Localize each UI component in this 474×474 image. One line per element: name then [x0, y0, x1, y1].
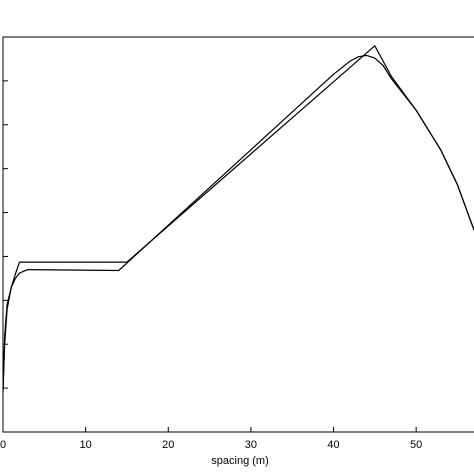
- x-tick-label: 40: [327, 439, 339, 451]
- x-tick-label: 50: [410, 439, 422, 451]
- x-axis-label: spacing (m): [211, 455, 268, 467]
- x-tick-label: 20: [162, 439, 174, 451]
- line: [2, 54, 474, 393]
- x-tick-label: 30: [245, 439, 257, 451]
- x-tick-label: 10: [80, 439, 92, 451]
- x-tick-label: 0: [0, 439, 6, 451]
- plot-frame: [2, 36, 474, 433]
- line: [2, 45, 474, 389]
